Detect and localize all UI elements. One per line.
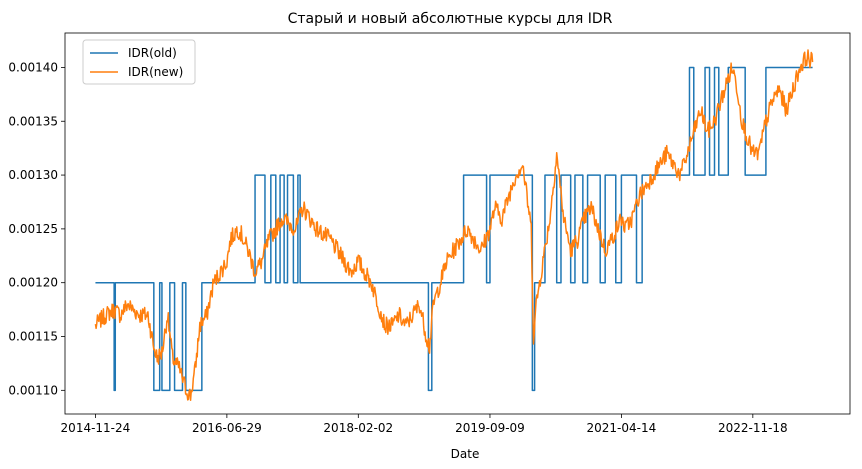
- y-tick-label: 0.00110: [8, 383, 58, 397]
- plot-frame: [64, 32, 851, 415]
- y-tick-label: 0.00135: [8, 114, 58, 128]
- x-tick-label: 2021-04-14: [587, 421, 657, 435]
- x-tick-label: 2014-11-24: [61, 421, 131, 435]
- legend-label: IDR(old): [128, 46, 177, 60]
- y-tick-label: 0.00130: [8, 168, 58, 182]
- y-tick-label: 0.00140: [8, 60, 58, 74]
- axes: 2014-11-24 2016-06-29 2018-02-02 2019-09-09…: [8, 32, 851, 435]
- x-axis-label: Date: [451, 447, 480, 461]
- legend: IDR(old) IDR(new): [82, 39, 196, 85]
- y-tick-label: 0.00115: [8, 330, 58, 344]
- y-tick-label: 0.00125: [8, 222, 58, 236]
- series-layer: [94, 49, 814, 402]
- x-tick-label: 2018-02-02: [323, 421, 393, 435]
- legend-box: [82, 39, 196, 85]
- chart-title: Старый и новый абсолютные курсы для IDR: [288, 11, 613, 27]
- x-tick-label: 2016-06-29: [192, 421, 262, 435]
- x-tick-label: 2022-11-18: [718, 421, 788, 435]
- legend-label: IDR(new): [128, 65, 183, 79]
- y-tick-label: 0.00120: [8, 276, 58, 290]
- x-tick-label: 2019-09-09: [455, 421, 525, 435]
- series-line-idr-new-: [94, 49, 814, 402]
- plot-area: [94, 49, 814, 402]
